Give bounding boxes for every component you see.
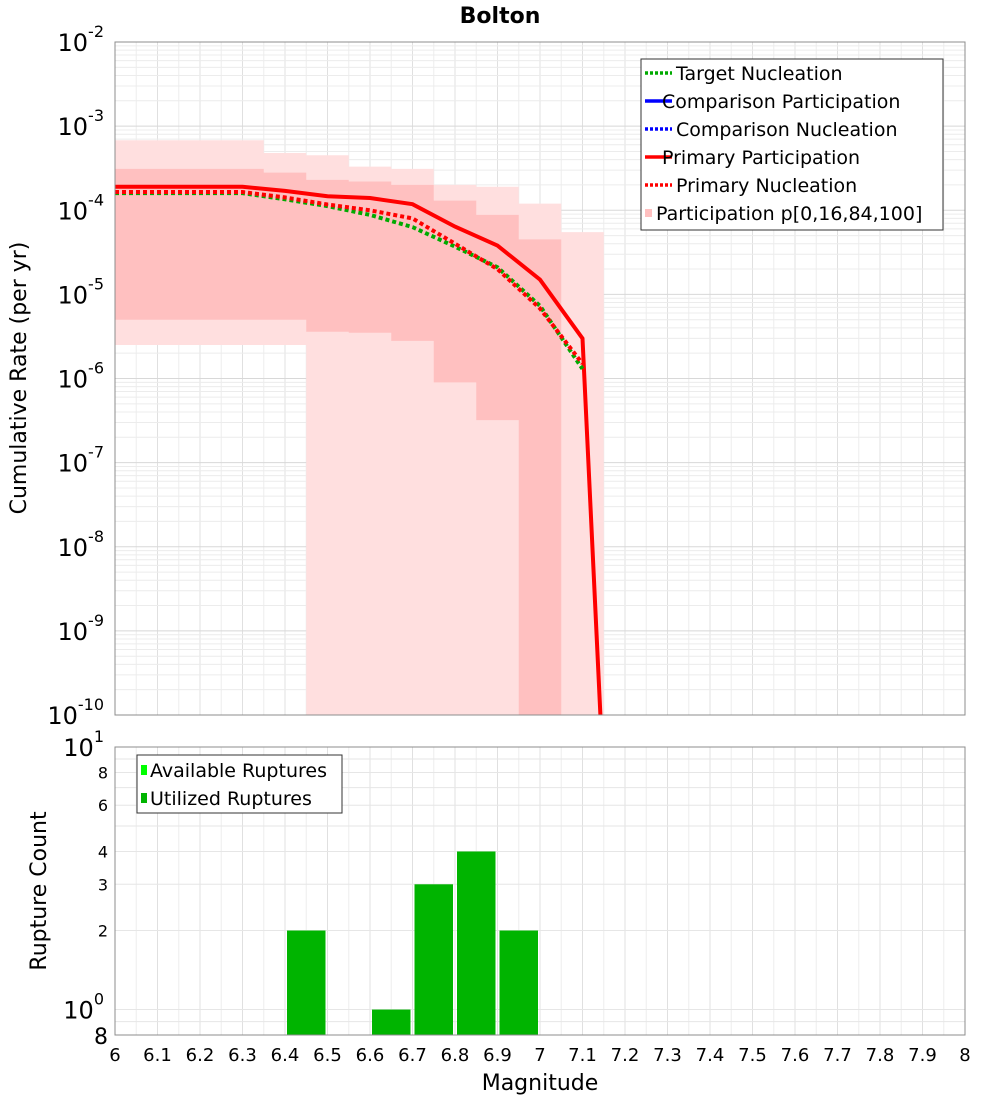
bottom-y-tick-label: 100 <box>63 990 104 1025</box>
legend-label: Participation p[0,16,84,100] <box>656 203 922 225</box>
rupture-bar <box>287 930 326 1035</box>
bottom-y-tick-label: 101 <box>63 727 104 762</box>
top-y-tick-label: 10-7 <box>58 443 105 478</box>
bottom-y-tick-label: 4 <box>98 842 108 861</box>
x-tick-label: 6.3 <box>228 1045 257 1066</box>
series-line-primary-participation <box>115 184 603 715</box>
x-tick-label: 7.7 <box>823 1045 852 1066</box>
x-tick-label: 7.9 <box>908 1045 937 1066</box>
bottom-y-axis-label: Rupture Count <box>27 811 52 971</box>
x-tick-label: 6.2 <box>186 1045 215 1066</box>
x-tick-label: 7.8 <box>866 1045 895 1066</box>
top-y-tick-labels: 10-2 10-3 10-4 10-5 10-6 10-7 10-8 10-9 10-10 <box>47 22 104 730</box>
top-y-tick-label: 10-2 <box>58 22 105 57</box>
x-tick-label: 6.8 <box>441 1045 470 1066</box>
legend-label: Primary Participation <box>662 147 860 169</box>
bottom-plot-frame <box>114 746 966 1036</box>
bottom-x-tick-labels: 6 6.1 6.2 6.3 6.4 6.5 6.6 6.7 6.8 6.9 7 7.1 7.2 7.3 7.… <box>109 1045 970 1066</box>
x-tick-label: 7 <box>534 1045 545 1066</box>
bottom-legend: Available Ruptures Utilized Ruptures <box>136 754 343 814</box>
top-y-tick-label: 10-10 <box>47 695 104 730</box>
top-y-axis-label: Cumulative Rate (per yr) <box>7 242 32 515</box>
top-series-lines <box>115 184 603 715</box>
top-plot-area: 10-2 10-3 10-4 10-5 10-6 10-7 10-8 10-9 10-10 Cu… <box>7 22 966 730</box>
x-tick-label: 6.5 <box>313 1045 342 1066</box>
rupture-bar <box>372 1009 411 1035</box>
top-y-tick-label: 10-3 <box>58 106 105 141</box>
bottom-y-tick-label: 6 <box>98 796 108 815</box>
top-y-tick-label: 10-8 <box>58 527 105 562</box>
x-tick-label: 6.1 <box>143 1045 172 1066</box>
rupture-bar <box>414 884 453 1035</box>
bottom-legend-box <box>136 754 343 814</box>
legend-label: Comparison Nucleation <box>676 119 898 141</box>
x-tick-label: 6.6 <box>356 1045 385 1066</box>
top-y-tick-label: 10-4 <box>58 190 105 225</box>
legend-label: Primary Nucleation <box>676 175 857 197</box>
x-tick-label: 8 <box>959 1045 970 1066</box>
series-line-primary-nucleation <box>115 190 585 365</box>
top-legend: Target Nucleation Comparison Participatio… <box>640 58 944 231</box>
rupture-bar <box>457 851 496 1035</box>
x-tick-label: 7.4 <box>696 1045 725 1066</box>
rupture-bar <box>499 930 538 1035</box>
legend-label: Target Nucleation <box>675 63 843 85</box>
x-tick-label: 6.4 <box>271 1045 300 1066</box>
x-tick-label: 7.3 <box>653 1045 682 1066</box>
x-tick-label: 7.2 <box>611 1045 640 1066</box>
legend-swatch <box>141 793 147 803</box>
participation-band-p16-p84 <box>115 168 562 715</box>
x-tick-label: 7.6 <box>781 1045 810 1066</box>
top-legend-box <box>640 58 944 231</box>
top-y-tick-label: 10-9 <box>58 611 105 646</box>
x-tick-label: 6.9 <box>483 1045 512 1066</box>
bottom-bars <box>287 851 538 1035</box>
bottom-y-tick-label: 8 <box>98 763 108 782</box>
x-tick-label: 6 <box>109 1045 120 1066</box>
top-y-tick-label: 10-6 <box>58 359 105 394</box>
top-y-tick-label: 10-5 <box>58 274 105 309</box>
x-axis-label: Magnitude <box>482 1071 599 1096</box>
top-bands <box>115 140 604 715</box>
bottom-y-tick-label: 2 <box>98 922 108 941</box>
bottom-y-tick-label: 8 <box>94 1025 108 1050</box>
legend-label: Comparison Participation <box>662 91 900 113</box>
legend-swatch <box>141 765 147 775</box>
chart-title: Bolton <box>460 4 541 29</box>
bottom-y-tick-label: 3 <box>98 875 108 894</box>
legend-label: Utilized Ruptures <box>150 788 312 810</box>
x-tick-label: 6.7 <box>398 1045 427 1066</box>
legend-swatch <box>645 209 652 217</box>
legend-label: Available Ruptures <box>150 760 327 782</box>
x-tick-label: 7.5 <box>738 1045 767 1066</box>
top-plot-frame <box>114 41 966 716</box>
x-tick-label: 7.1 <box>568 1045 597 1066</box>
